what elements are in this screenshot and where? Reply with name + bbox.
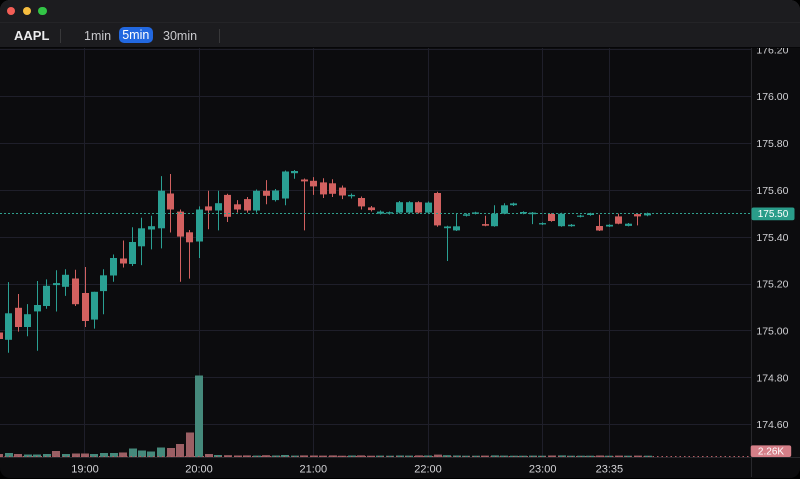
svg-text:23:35: 23:35 [596, 464, 624, 476]
svg-text:21:00: 21:00 [300, 464, 328, 476]
svg-text:2.26K: 2.26K [758, 447, 784, 458]
svg-text:175.00: 175.00 [756, 326, 788, 338]
svg-text:22:00: 22:00 [414, 464, 442, 476]
svg-text:175.50: 175.50 [758, 209, 789, 220]
svg-text:174.80: 174.80 [756, 372, 788, 384]
svg-text:20:00: 20:00 [185, 464, 213, 476]
svg-text:175.60: 175.60 [756, 185, 788, 197]
svg-text:174.60: 174.60 [756, 419, 788, 431]
svg-text:175.40: 175.40 [756, 232, 788, 244]
svg-text:175.20: 175.20 [756, 279, 788, 291]
svg-text:176.00: 176.00 [756, 91, 788, 103]
svg-text:23:00: 23:00 [529, 464, 557, 476]
svg-text:176.20: 176.20 [756, 48, 788, 56]
svg-text:19:00: 19:00 [71, 464, 99, 476]
svg-text:175.80: 175.80 [756, 138, 788, 150]
